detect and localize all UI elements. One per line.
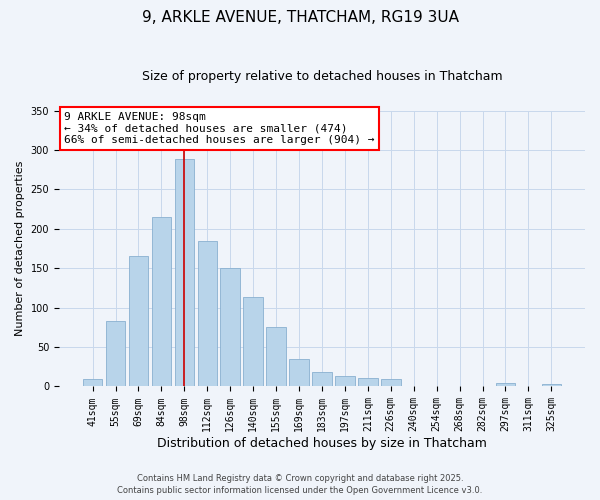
Bar — [83, 378, 103, 386]
Bar — [381, 380, 401, 386]
Bar — [244, 298, 263, 386]
Bar — [289, 359, 309, 386]
Bar — [496, 382, 515, 386]
Y-axis label: Number of detached properties: Number of detached properties — [15, 161, 25, 336]
Bar — [335, 376, 355, 386]
Text: 9, ARKLE AVENUE, THATCHAM, RG19 3UA: 9, ARKLE AVENUE, THATCHAM, RG19 3UA — [142, 10, 458, 25]
Text: Contains HM Land Registry data © Crown copyright and database right 2025.
Contai: Contains HM Land Registry data © Crown c… — [118, 474, 482, 495]
Bar — [197, 240, 217, 386]
Bar — [266, 328, 286, 386]
Bar — [106, 321, 125, 386]
X-axis label: Distribution of detached houses by size in Thatcham: Distribution of detached houses by size … — [157, 437, 487, 450]
Bar — [312, 372, 332, 386]
Bar — [542, 384, 561, 386]
Bar — [220, 268, 240, 386]
Bar — [152, 217, 171, 386]
Title: Size of property relative to detached houses in Thatcham: Size of property relative to detached ho… — [142, 70, 502, 83]
Bar — [128, 256, 148, 386]
Bar — [175, 160, 194, 386]
Bar — [358, 378, 377, 386]
Text: 9 ARKLE AVENUE: 98sqm
← 34% of detached houses are smaller (474)
66% of semi-det: 9 ARKLE AVENUE: 98sqm ← 34% of detached … — [64, 112, 374, 145]
